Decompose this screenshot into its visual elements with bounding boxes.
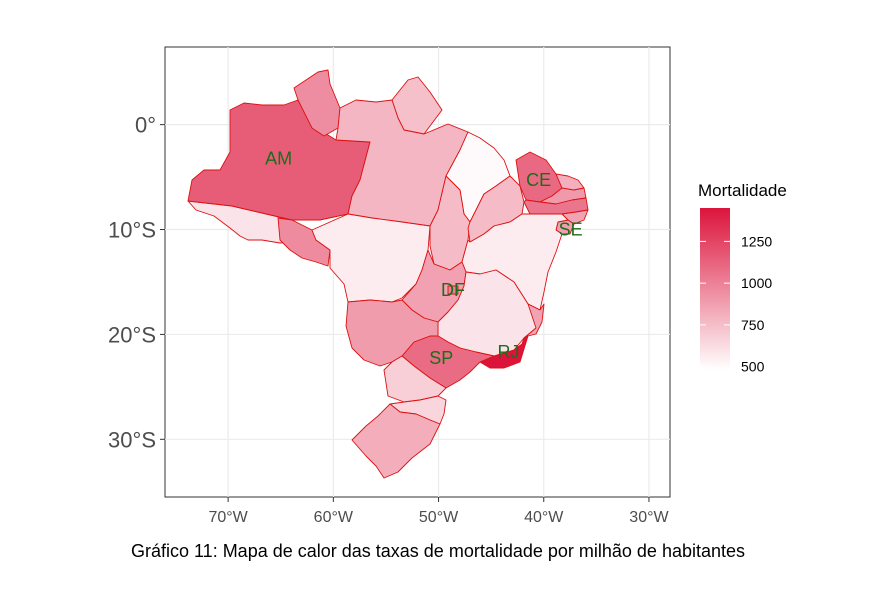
legend-ticks: 1250 1000 750 500	[700, 233, 772, 375]
figure-caption: Gráfico 11: Mapa de calor das taxas de m…	[130, 541, 746, 561]
x-tick-label: 30°W	[629, 509, 669, 526]
state-labels: AM CE SE DF SP RJ	[265, 149, 583, 369]
state-RS	[351, 403, 441, 479]
legend-break-label: 1250	[741, 233, 772, 249]
x-tick-label: 50°W	[419, 509, 459, 526]
legend-title: Mortalidade	[698, 181, 787, 200]
x-tick-label: 70°W	[208, 509, 248, 526]
y-tick-label: 20°S	[108, 322, 156, 347]
state-label-RJ: RJ	[497, 342, 519, 362]
state-label-DF: DF	[441, 280, 465, 300]
state-RO	[277, 217, 331, 267]
state-label-SE: SE	[559, 219, 583, 239]
state-DF	[447, 285, 459, 295]
y-tick-label: 0°	[135, 113, 156, 138]
axes: 70°W 60°W 50°W 40°W 30°W 0° 10°S 20°S 30°S	[108, 113, 669, 526]
state-label-CE: CE	[526, 170, 551, 190]
x-tick-label: 40°W	[524, 509, 564, 526]
state-polygons	[187, 69, 589, 479]
y-tick-label: 30°S	[108, 427, 156, 452]
state-label-AM: AM	[265, 149, 292, 169]
legend-break-label: 750	[741, 317, 765, 333]
legend-break-label: 500	[741, 359, 765, 375]
state-RJ	[479, 335, 529, 369]
state-ES	[523, 303, 545, 339]
state-label-SP: SP	[429, 348, 453, 368]
state-PR	[383, 355, 447, 403]
legend-break-label: 1000	[741, 275, 772, 291]
state-MS	[345, 299, 439, 367]
state-AM	[187, 99, 371, 221]
legend: Mortalidade 1250 1000 750 500	[698, 181, 787, 375]
x-tick-label: 60°W	[314, 509, 354, 526]
y-tick-label: 10°S	[108, 218, 156, 243]
legend-colorbar	[700, 208, 730, 370]
